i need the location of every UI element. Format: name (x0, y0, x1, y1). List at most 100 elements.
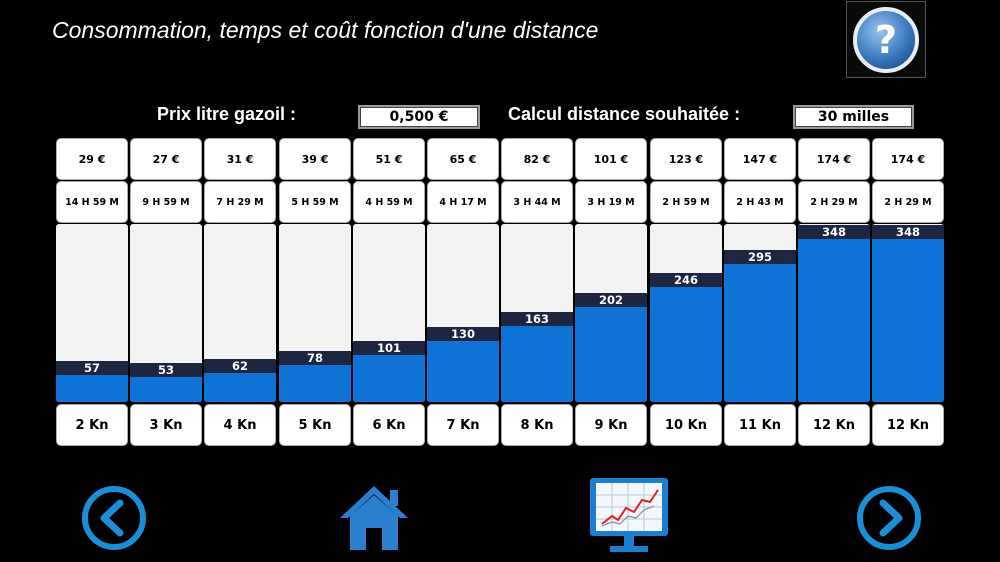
consumption-bar (56, 375, 128, 402)
cost-cell: 51 € (353, 138, 425, 180)
time-cell: 4 H 17 M (427, 181, 499, 223)
chevron-left-icon (100, 499, 124, 537)
cost-cell: 27 € (130, 138, 202, 180)
consumption-value-label: 348 (798, 225, 870, 239)
cost-cell: 65 € (427, 138, 499, 180)
cost-cell: 174 € (798, 138, 870, 180)
consumption-bar-track: 163 (501, 224, 573, 402)
consumption-bar (204, 373, 276, 402)
speed-button[interactable]: 3 Kn (130, 404, 202, 446)
speed-column: 123 €2 H 59 M 246 10 Kn (650, 138, 724, 448)
consumption-bar (798, 239, 870, 402)
consumption-bar (575, 307, 647, 402)
svg-text:?: ? (875, 18, 897, 62)
speed-column: 147 €2 H 43 M 295 11 Kn (724, 138, 798, 448)
distance-field[interactable]: 30 milles (793, 105, 914, 129)
consumption-value-label: 163 (501, 312, 573, 326)
speed-table: 29 €14 H 59 M 57 2 Kn 27 €9 H 59 M 53 3 Kn 31 … (56, 138, 947, 448)
consumption-bar-track: 53 (130, 224, 202, 402)
chevron-right-icon (879, 499, 903, 537)
consumption-value-label: 130 (427, 327, 499, 341)
time-cell: 2 H 43 M (724, 181, 796, 223)
chart-monitor-icon (590, 478, 668, 552)
speed-button[interactable]: 2 Kn (56, 404, 128, 446)
consumption-bar-track: 246 (650, 224, 722, 402)
consumption-value-label: 78 (279, 351, 351, 365)
distance-label: Calcul distance souhaitée : (508, 104, 741, 124)
cost-cell: 147 € (724, 138, 796, 180)
consumption-bar-track: 348 (872, 224, 944, 402)
page-title: Consommation, temps et coût fonction d'u… (52, 17, 599, 43)
speed-column: 65 €4 H 17 M 130 7 Kn (427, 138, 501, 448)
time-cell: 3 H 44 M (501, 181, 573, 223)
cost-cell: 82 € (501, 138, 573, 180)
time-cell: 7 H 29 M (204, 181, 276, 223)
speed-button[interactable]: 11 Kn (724, 404, 796, 446)
time-cell: 14 H 59 M (56, 181, 128, 223)
speed-column: 174 €2 H 29 M 348 12 Kn (872, 138, 946, 448)
home-button[interactable] (338, 482, 410, 552)
consumption-bar (872, 239, 944, 402)
time-cell: 9 H 59 M (130, 181, 202, 223)
fuel-price-field[interactable]: 0,500 € (358, 105, 480, 129)
consumption-bar-track: 348 (798, 224, 870, 402)
fuel-price-label: Prix litre gazoil : (157, 104, 297, 124)
consumption-value-label: 53 (130, 363, 202, 377)
help-button[interactable]: ? (846, 1, 926, 78)
consumption-bar-track: 130 (427, 224, 499, 402)
speed-button[interactable]: 8 Kn (501, 404, 573, 446)
speed-button[interactable]: 7 Kn (427, 404, 499, 446)
time-cell: 2 H 29 M (798, 181, 870, 223)
speed-column: 31 €7 H 29 M 62 4 Kn (204, 138, 278, 448)
previous-button[interactable] (80, 484, 148, 552)
consumption-value-label: 101 (353, 341, 425, 355)
speed-button[interactable]: 12 Kn (872, 404, 944, 446)
time-cell: 2 H 59 M (650, 181, 722, 223)
next-button[interactable] (855, 484, 923, 552)
speed-button[interactable]: 6 Kn (353, 404, 425, 446)
cost-cell: 174 € (872, 138, 944, 180)
consumption-bar (724, 264, 796, 402)
speed-column: 51 €4 H 59 M 101 6 Kn (353, 138, 427, 448)
speed-column: 174 €2 H 29 M 348 12 Kn (798, 138, 872, 448)
consumption-bar (650, 287, 722, 402)
chart-button[interactable] (588, 476, 670, 558)
time-cell: 3 H 19 M (575, 181, 647, 223)
time-cell: 4 H 59 M (353, 181, 425, 223)
cost-cell: 123 € (650, 138, 722, 180)
consumption-bar-track: 101 (353, 224, 425, 402)
speed-button[interactable]: 5 Kn (279, 404, 351, 446)
consumption-bar (427, 341, 499, 402)
speed-column: 29 €14 H 59 M 57 2 Kn (56, 138, 130, 448)
time-cell: 2 H 29 M (872, 181, 944, 223)
speed-button[interactable]: 9 Kn (575, 404, 647, 446)
consumption-value-label: 348 (872, 225, 944, 239)
consumption-bar-track: 62 (204, 224, 276, 402)
consumption-bar (501, 326, 573, 402)
speed-column: 82 €3 H 44 M 163 8 Kn (501, 138, 575, 448)
consumption-value-label: 62 (204, 359, 276, 373)
consumption-value-label: 246 (650, 273, 722, 287)
speed-button[interactable]: 10 Kn (650, 404, 722, 446)
cost-cell: 31 € (204, 138, 276, 180)
home-icon (340, 486, 408, 550)
speed-column: 27 €9 H 59 M 53 3 Kn (130, 138, 204, 448)
consumption-bar (353, 355, 425, 402)
consumption-bar (279, 365, 351, 402)
consumption-bar-track: 78 (279, 224, 351, 402)
speed-button[interactable]: 4 Kn (204, 404, 276, 446)
cost-cell: 101 € (575, 138, 647, 180)
question-icon: ? (853, 6, 919, 73)
consumption-bar (130, 377, 202, 402)
consumption-value-label: 57 (56, 361, 128, 375)
speed-column: 101 €3 H 19 M 202 9 Kn (575, 138, 649, 448)
consumption-value-label: 295 (724, 250, 796, 264)
consumption-bar-track: 202 (575, 224, 647, 402)
cost-cell: 29 € (56, 138, 128, 180)
speed-column: 39 €5 H 59 M 78 5 Kn (279, 138, 353, 448)
consumption-bar-track: 295 (724, 224, 796, 402)
consumption-value-label: 202 (575, 293, 647, 307)
speed-button[interactable]: 12 Kn (798, 404, 870, 446)
time-cell: 5 H 59 M (279, 181, 351, 223)
consumption-bar-track: 57 (56, 224, 128, 402)
